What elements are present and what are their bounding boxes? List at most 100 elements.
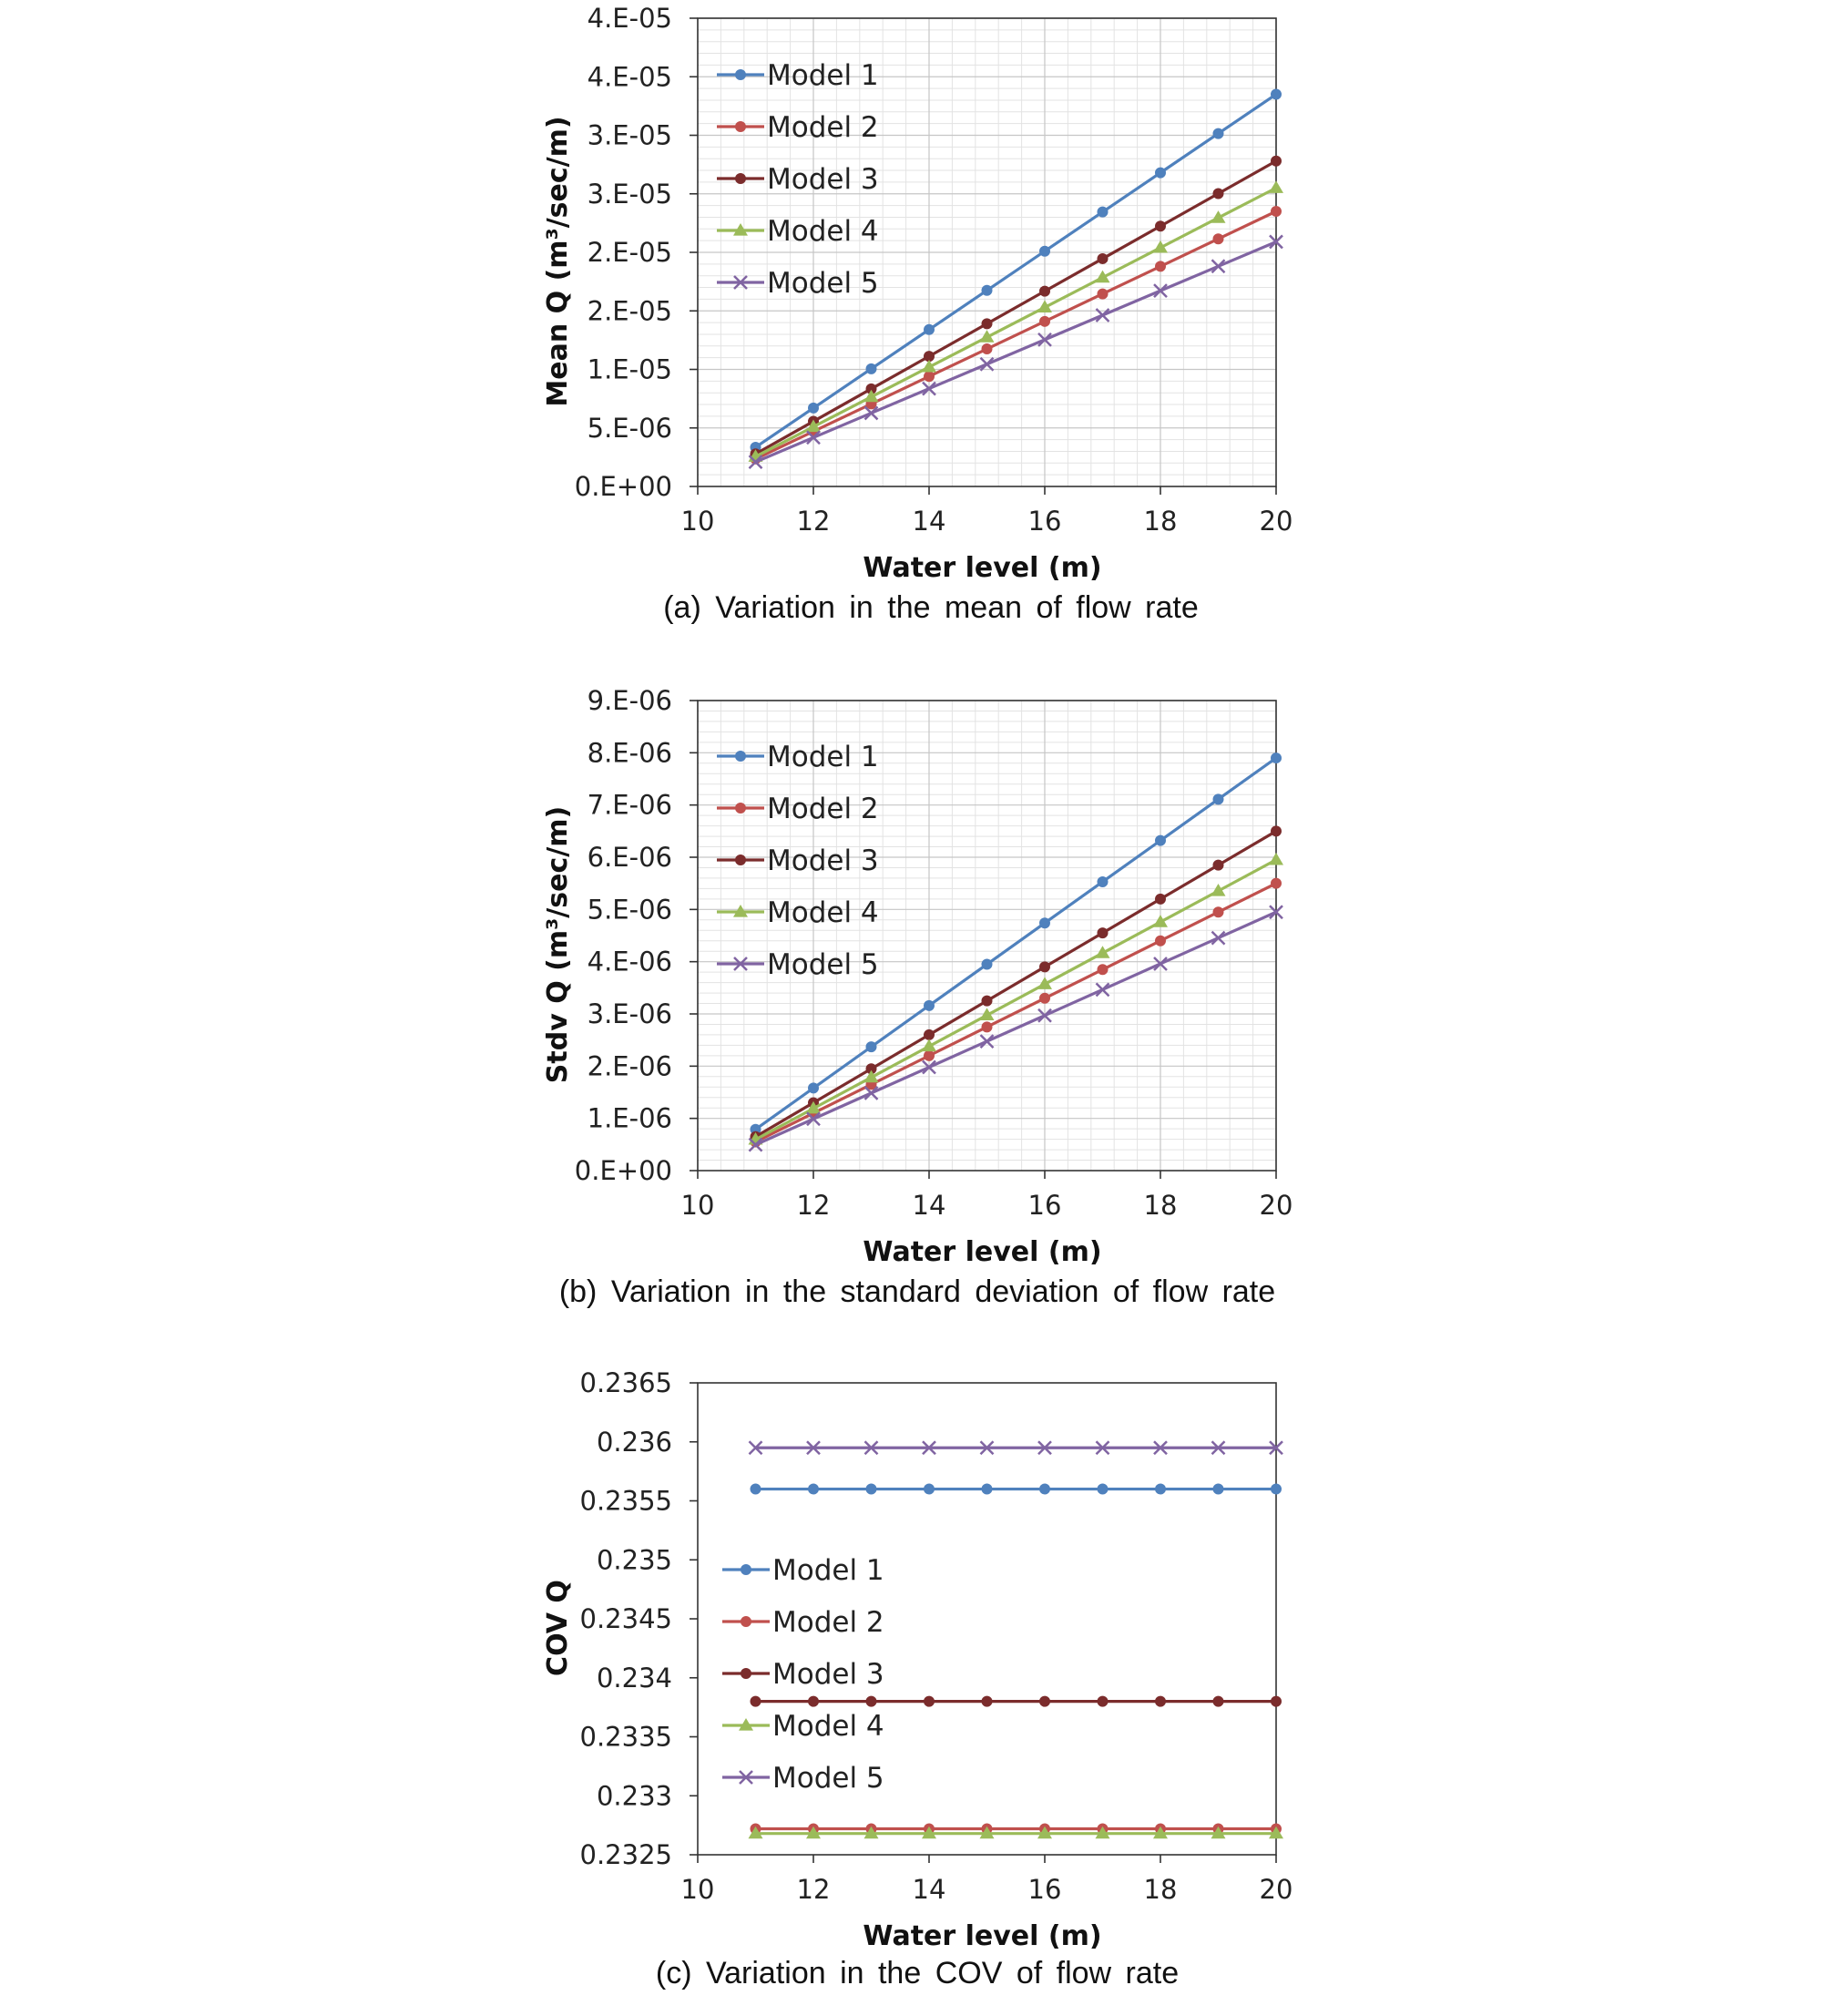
y-axis-title-a: Mean Q (m³/sec/m) xyxy=(542,116,574,406)
data-point-c-model-4 xyxy=(1095,1826,1110,1839)
y-tick-label-b: 2.E-06 xyxy=(588,1050,672,1081)
caption-c: (c) Variation in the COV of flow rate xyxy=(655,1956,1180,1990)
legend-entry-c-model-4: Model 4 xyxy=(722,1710,884,1743)
legend-label-a-model-1: Model 1 xyxy=(767,59,879,92)
data-point-b-model-4 xyxy=(922,1039,936,1052)
legend-label-b-model-3: Model 3 xyxy=(767,844,879,877)
data-point-b-model-5 xyxy=(806,1111,821,1127)
legend-label-b-model-4: Model 4 xyxy=(767,896,879,929)
data-point-a-model-4 xyxy=(1153,240,1168,253)
data-point-b-model-4 xyxy=(1095,946,1110,958)
y-axis-title-b: Stdv Q (m³/sec/m) xyxy=(542,806,574,1083)
y-tick-label-b: 6.E-06 xyxy=(588,842,672,873)
legend-label-b-model-2: Model 2 xyxy=(767,793,879,825)
data-point-c-model-3 xyxy=(1039,1695,1050,1707)
data-point-c-model-4 xyxy=(1153,1826,1168,1839)
legend-marker-a-model-2 xyxy=(735,121,746,132)
data-point-a-model-4 xyxy=(806,419,821,433)
series-a-model-2 xyxy=(750,206,1282,465)
y-tick-label-c: 0.2365 xyxy=(580,1367,672,1398)
data-point-b-model-3 xyxy=(981,995,993,1007)
data-point-c-model-3 xyxy=(924,1695,935,1707)
data-point-c-model-5 xyxy=(748,1440,763,1456)
x-tick-label-c: 20 xyxy=(1260,1874,1293,1905)
data-point-c-model-1 xyxy=(1155,1483,1166,1495)
data-point-c-model-4 xyxy=(922,1826,936,1839)
data-point-a-model-1 xyxy=(924,323,935,335)
data-point-b-model-3 xyxy=(1155,893,1166,905)
data-point-a-model-2 xyxy=(1271,206,1282,218)
data-point-b-model-4 xyxy=(1211,883,1226,896)
data-point-c-model-5 xyxy=(922,1440,936,1456)
data-point-b-model-1 xyxy=(981,958,993,970)
y-tick-label-b: 7.E-06 xyxy=(588,790,672,821)
series-line-a-model-2 xyxy=(754,210,1277,461)
legend-marker-a-model-4 xyxy=(733,223,748,236)
legend-marker-b-model-1 xyxy=(735,751,746,762)
y-tick-label-c: 0.2335 xyxy=(580,1722,672,1753)
legend-entry-b-model-5: Model 5 xyxy=(717,948,879,981)
data-point-a-model-1 xyxy=(1212,128,1224,139)
x-tick-label-b: 20 xyxy=(1260,1190,1293,1221)
legend-entry-b-model-2: Model 2 xyxy=(717,793,879,825)
data-point-a-model-2 xyxy=(1155,261,1166,272)
data-point-b-model-5 xyxy=(1211,930,1226,946)
data-point-a-model-4 xyxy=(1037,300,1052,312)
y-tick-label-a: 0.E+00 xyxy=(575,471,672,502)
legend-label-b-model-5: Model 5 xyxy=(767,948,879,981)
series-line-a-model-4 xyxy=(754,186,1277,458)
series-c-model-4 xyxy=(748,1826,1283,1839)
data-point-c-model-5 xyxy=(1269,1440,1283,1456)
y-tick-label-a: 3.E-05 xyxy=(588,179,672,210)
data-point-b-model-5 xyxy=(1269,905,1283,920)
data-point-c-model-4 xyxy=(863,1826,879,1839)
x-tick-label-b: 12 xyxy=(797,1190,831,1221)
data-point-b-model-5 xyxy=(748,1137,763,1152)
plot-frame-b xyxy=(697,700,1277,1172)
legend-entry-c-model-2: Model 2 xyxy=(722,1606,884,1639)
y-tick-label-c: 0.234 xyxy=(597,1663,672,1694)
data-point-a-model-2 xyxy=(981,343,993,355)
data-point-c-model-1 xyxy=(1212,1483,1224,1495)
data-point-b-model-3 xyxy=(1271,825,1282,837)
legend-label-a-model-5: Model 5 xyxy=(767,267,879,300)
series-line-a-model-1 xyxy=(754,93,1277,449)
x-tick-label-b: 16 xyxy=(1028,1190,1062,1221)
data-point-c-model-4 xyxy=(748,1826,763,1839)
x-tick-label-b: 14 xyxy=(913,1190,946,1221)
data-point-b-model-3 xyxy=(924,1028,935,1040)
data-point-b-model-1 xyxy=(1212,793,1224,805)
data-point-c-model-3 xyxy=(981,1695,993,1707)
data-point-b-model-1 xyxy=(808,1082,819,1094)
y-tick-label-c: 0.2325 xyxy=(580,1839,672,1870)
series-b-model-4 xyxy=(748,852,1283,1145)
data-point-b-model-4 xyxy=(863,1069,879,1083)
data-point-a-model-1 xyxy=(1155,167,1166,179)
data-point-c-model-4 xyxy=(1211,1826,1226,1839)
data-point-b-model-5 xyxy=(863,1085,879,1100)
series-c-model-3 xyxy=(750,1695,1282,1707)
data-point-a-model-5 xyxy=(922,381,936,396)
data-point-a-model-1 xyxy=(808,402,819,414)
data-point-c-model-3 xyxy=(808,1695,819,1707)
data-point-a-model-5 xyxy=(1269,234,1283,250)
data-point-c-model-5 xyxy=(863,1440,879,1456)
y-tick-label-c: 0.2355 xyxy=(580,1486,672,1517)
data-point-c-model-4 xyxy=(806,1826,821,1839)
x-tick-label-a: 10 xyxy=(681,506,715,537)
y-tick-label-a: 2.E-05 xyxy=(588,295,672,326)
data-point-a-model-3 xyxy=(1039,285,1050,297)
x-tick-label-a: 14 xyxy=(913,506,946,537)
data-point-a-model-4 xyxy=(979,330,995,343)
legend-entry-c-model-5: Model 5 xyxy=(722,1762,884,1795)
chart-a: 0.E+00 5.E-06 1.E-05 2.E-05 2.E-05 3.E-05 3.E-… xyxy=(542,3,1293,584)
legend-label-c-model-4: Model 4 xyxy=(772,1710,884,1743)
data-point-b-model-2 xyxy=(1271,877,1282,889)
data-point-b-model-4 xyxy=(1037,977,1052,989)
x-axis-title-b: Water level (m) xyxy=(863,1236,1101,1268)
legend-entry-b-model-3: Model 3 xyxy=(717,844,879,877)
data-point-b-model-5 xyxy=(922,1059,936,1075)
y-tick-label-c: 0.233 xyxy=(597,1780,672,1811)
